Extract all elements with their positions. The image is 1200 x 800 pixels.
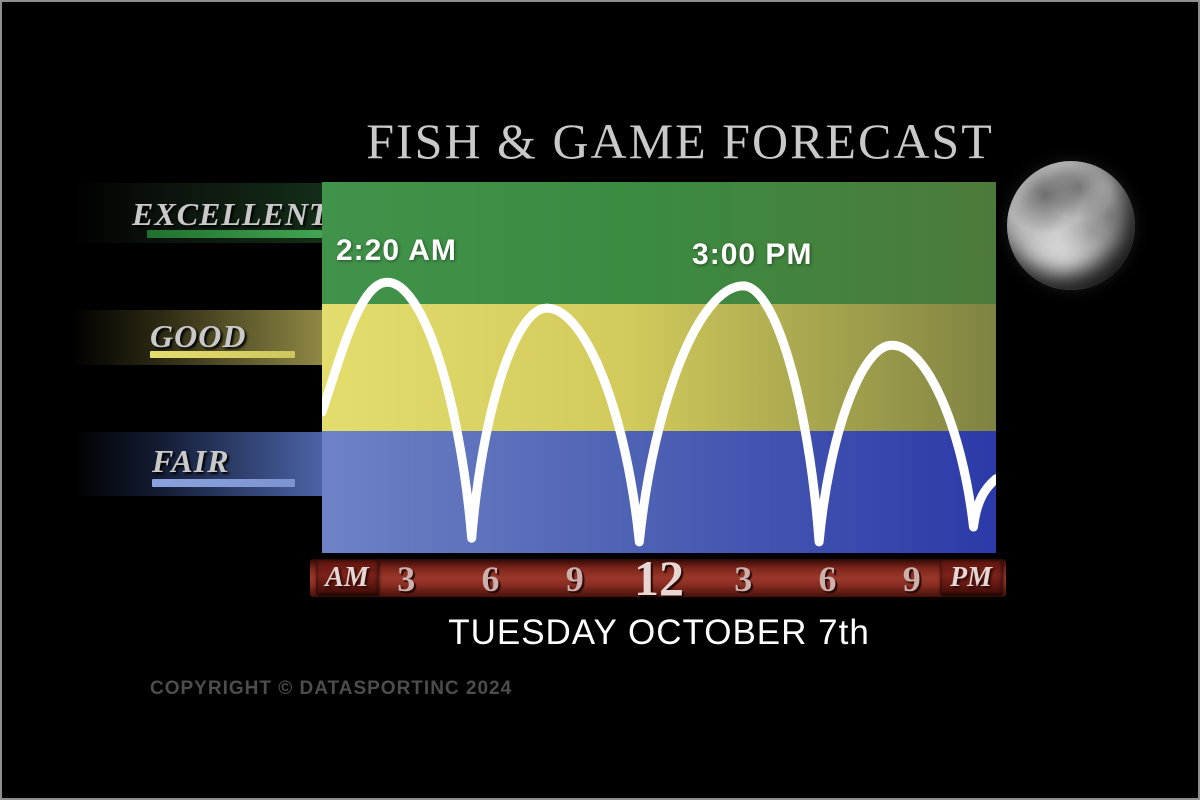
rating-row-excellent: EXCELLENT [72, 183, 328, 243]
rating-label-excellent: EXCELLENT [132, 196, 330, 232]
band-excellent [322, 182, 996, 305]
time-axis-bar: AM PM 3 6 9 12 3 6 9 [310, 553, 1006, 603]
band-good [322, 304, 996, 431]
rating-row-fair: FAIR [72, 432, 322, 496]
rating-label-good: GOOD [150, 318, 247, 354]
hour-label-18: 6 [818, 559, 837, 599]
page-title: FISH & GAME FORECAST [366, 113, 994, 169]
rating-underline-fair [152, 479, 295, 487]
hour-label-12: 12 [634, 550, 684, 606]
activity-curve-path [322, 277, 996, 547]
hour-label-6: 6 [481, 559, 500, 599]
hour-label-21: 9 [902, 559, 921, 599]
rating-row-good: GOOD [72, 310, 322, 365]
rating-underline-excellent [147, 230, 322, 238]
band-fair [322, 430, 996, 553]
rating-underline-good [150, 351, 295, 358]
hour-label-9: 9 [565, 559, 584, 599]
hour-label-15: 3 [734, 559, 753, 599]
date-line: TUESDAY OCTOBER 7th [448, 613, 870, 652]
peak-time-label: 2:20 AM [335, 234, 457, 268]
full-moon-icon [1007, 161, 1135, 290]
activity-curve [322, 277, 996, 547]
forecast-chart: 2:20 AM 3:00 PM [322, 182, 996, 553]
am-endcap: AM [316, 560, 378, 594]
peak-time-label: 3:00 PM [692, 237, 813, 271]
copyright-line: COPYRIGHT © DATASPORTINC 2024 [150, 678, 513, 699]
pm-endcap: PM [940, 560, 1002, 594]
rating-label-fair: FAIR [152, 443, 230, 479]
hour-label-3: 3 [397, 559, 416, 599]
